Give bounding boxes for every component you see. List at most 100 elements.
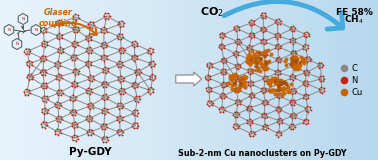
- Text: Cu: Cu: [352, 88, 363, 96]
- Point: [285, 90, 291, 92]
- Point: [285, 86, 291, 88]
- Point: [262, 62, 268, 65]
- Point: [273, 89, 279, 91]
- Point: [233, 80, 239, 82]
- Point: [264, 67, 270, 69]
- Point: [263, 50, 270, 52]
- Point: [261, 55, 267, 58]
- Point: [292, 66, 298, 69]
- Point: [250, 54, 256, 57]
- Point: [238, 82, 244, 85]
- Point: [246, 52, 252, 55]
- Point: [261, 68, 267, 70]
- Point: [228, 78, 234, 80]
- Point: [279, 89, 285, 91]
- Point: [260, 52, 266, 54]
- Point: [296, 67, 302, 69]
- Point: [253, 65, 259, 68]
- Point: [289, 58, 295, 60]
- Text: Py-GDY: Py-GDY: [68, 147, 111, 157]
- Point: [291, 59, 297, 62]
- Point: [263, 61, 269, 63]
- Point: [224, 83, 230, 85]
- Point: [301, 58, 307, 60]
- Point: [235, 89, 242, 91]
- Point: [272, 93, 278, 95]
- Point: [259, 63, 265, 66]
- Point: [261, 52, 267, 55]
- Point: [246, 55, 253, 57]
- Point: [276, 85, 282, 88]
- Point: [262, 59, 268, 62]
- Point: [253, 69, 259, 72]
- Point: [245, 62, 251, 64]
- Point: [266, 82, 273, 85]
- Point: [248, 58, 254, 61]
- Point: [292, 67, 298, 70]
- Point: [266, 60, 272, 62]
- Point: [284, 84, 290, 86]
- Point: [268, 88, 274, 91]
- Point: [267, 90, 273, 92]
- Point: [272, 80, 278, 83]
- Point: [289, 65, 295, 68]
- Point: [276, 88, 282, 90]
- Point: [289, 60, 295, 63]
- Text: N: N: [15, 42, 19, 46]
- Point: [290, 65, 296, 67]
- Point: [275, 84, 281, 87]
- Point: [239, 77, 245, 80]
- Point: [229, 88, 235, 90]
- Point: [229, 79, 235, 82]
- Point: [265, 49, 271, 52]
- Point: [234, 89, 240, 92]
- Point: [258, 58, 264, 60]
- Point: [279, 89, 285, 91]
- Point: [254, 55, 260, 58]
- Point: [255, 60, 261, 63]
- Point: [262, 50, 268, 53]
- Point: [254, 69, 260, 72]
- Point: [292, 59, 298, 62]
- Point: [288, 57, 294, 60]
- Point: [268, 80, 274, 83]
- Point: [272, 82, 278, 84]
- Point: [280, 80, 287, 83]
- Point: [249, 50, 255, 52]
- Point: [273, 77, 279, 79]
- Point: [267, 84, 273, 86]
- Point: [253, 62, 259, 65]
- Point: [278, 79, 284, 82]
- Point: [226, 82, 232, 84]
- Point: [256, 57, 262, 60]
- Point: [263, 61, 269, 64]
- Point: [257, 53, 263, 55]
- Point: [283, 82, 289, 85]
- Point: [230, 73, 236, 76]
- Point: [271, 89, 277, 91]
- Point: [289, 62, 295, 65]
- Point: [232, 83, 239, 85]
- Point: [282, 82, 288, 84]
- Point: [242, 86, 248, 89]
- Point: [249, 69, 256, 72]
- Point: [249, 60, 256, 63]
- Point: [297, 61, 304, 64]
- Point: [265, 61, 271, 64]
- Point: [277, 88, 283, 90]
- Point: [233, 74, 239, 77]
- Point: [295, 68, 301, 70]
- Text: N: N: [21, 17, 25, 21]
- Point: [271, 80, 277, 83]
- Point: [246, 63, 253, 65]
- Point: [237, 79, 243, 81]
- Point: [237, 85, 243, 88]
- Point: [232, 72, 239, 75]
- Point: [274, 93, 280, 95]
- Point: [276, 89, 282, 92]
- Point: [301, 59, 307, 62]
- Point: [242, 77, 248, 80]
- Point: [243, 75, 249, 78]
- Point: [301, 61, 307, 64]
- Point: [272, 81, 278, 84]
